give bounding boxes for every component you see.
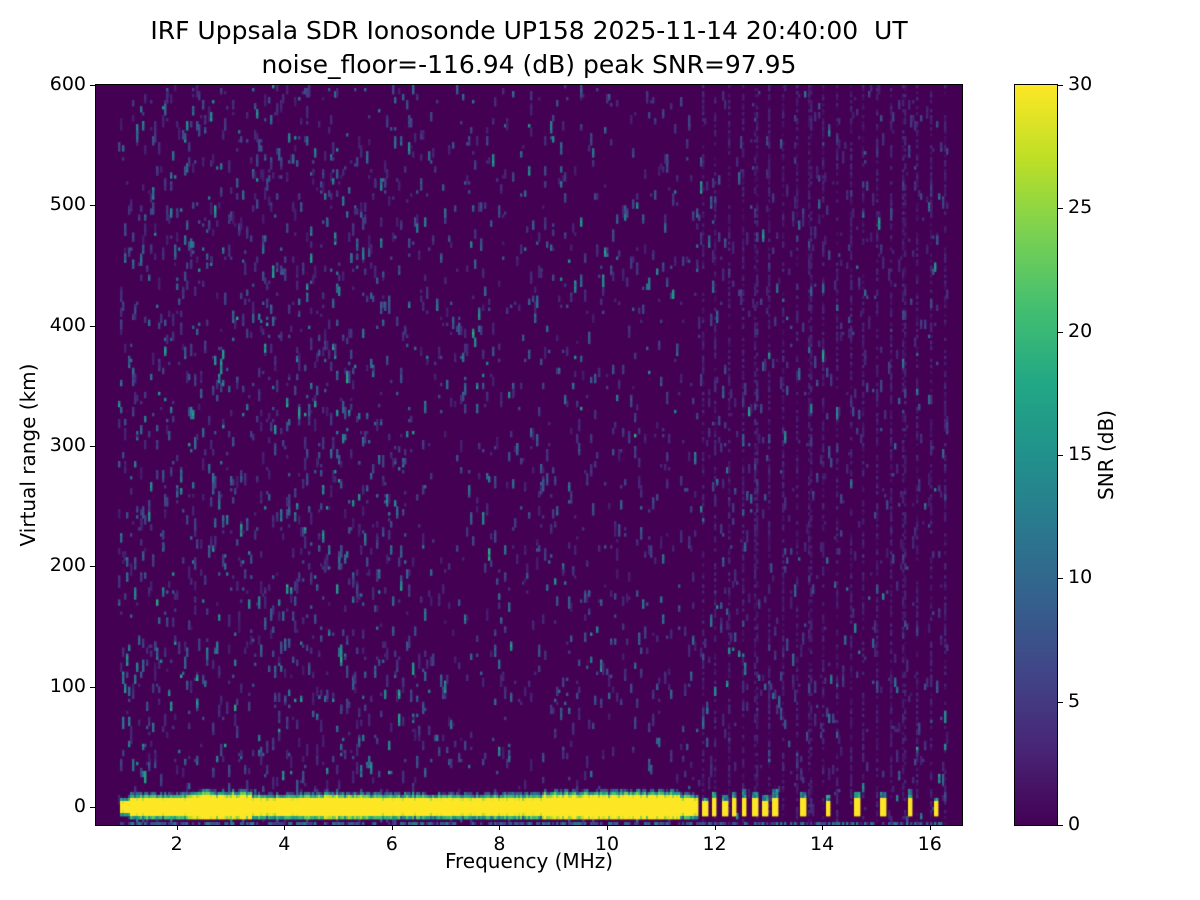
y-tick-label: 400 [49,313,86,336]
x-tick-label: 12 [702,833,727,855]
x-tick-mark [714,825,716,830]
x-axis-label: Frequency (MHz) [444,849,614,873]
y-tick-mark [90,325,95,327]
colorbar-tick-mark [1058,331,1063,333]
y-tick-mark [90,806,95,808]
y-tick-mark [90,686,95,688]
x-tick-label: 4 [278,833,291,855]
x-tick-label: 8 [493,833,506,855]
x-tick-label: 16 [917,833,942,855]
chart-title: IRF Uppsala SDR Ionosonde UP158 2025-11-… [150,16,908,45]
y-tick-mark [90,85,95,86]
chart-subtitle: noise_floor=-116.94 (dB) peak SNR=97.95 [261,50,797,79]
ionogram-canvas [96,85,962,825]
x-tick-label: 2 [170,833,183,855]
colorbar-tick-mark [1058,85,1063,86]
colorbar-tick-mark [1058,825,1063,826]
colorbar-tick-mark [1058,455,1063,456]
y-tick-label: 100 [49,674,86,697]
x-tick-label: 6 [385,833,398,855]
y-tick-label: 500 [49,193,86,216]
y-tick-label: 0 [73,794,86,817]
x-tick-mark [822,825,824,830]
x-tick-mark [176,825,178,830]
colorbar-tick-mark [1058,701,1063,703]
colorbar-tick-label: 25 [1068,196,1093,219]
y-tick-mark [90,205,95,207]
x-tick-mark [391,825,393,830]
x-tick-mark [499,825,501,830]
x-tick-mark [929,825,931,830]
y-tick-label: 600 [49,73,86,95]
colorbar-tick-label: 5 [1068,689,1081,712]
colorbar-tick-mark [1058,208,1063,210]
y-tick-label: 200 [49,554,86,577]
colorbar-tick-label: 15 [1068,443,1093,465]
x-tick-label: 10 [594,833,620,855]
plot-area [95,84,963,826]
colorbar-tick-label: 10 [1068,566,1093,589]
colorbar-tick-label: 30 [1068,73,1093,95]
colorbar-label: SNR (dB) [1094,410,1118,500]
colorbar-gradient [1014,84,1058,826]
colorbar-tick-label: 0 [1068,813,1081,835]
colorbar-tick-label: 20 [1068,319,1093,342]
colorbar-tick-mark [1058,578,1063,580]
y-tick-label: 300 [49,433,86,456]
y-tick-mark [90,566,95,568]
y-tick-mark [90,445,95,447]
x-tick-label: 14 [810,833,835,855]
x-tick-mark [284,825,286,830]
x-tick-mark [606,825,608,830]
